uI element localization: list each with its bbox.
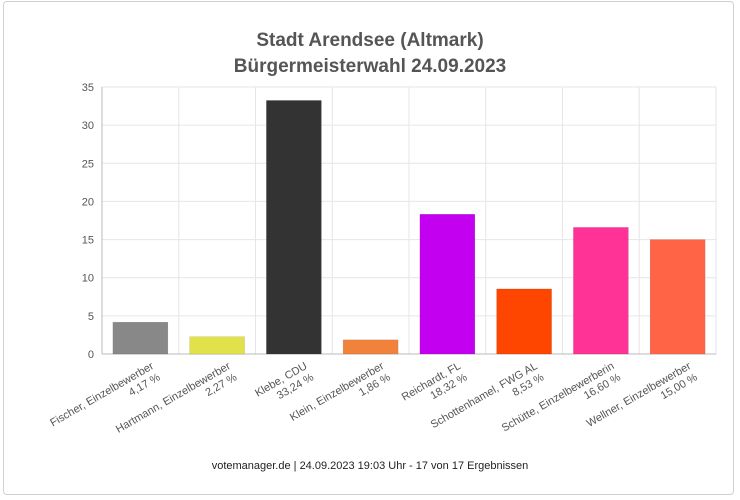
chart-footer: votemanager.de | 24.09.2023 19:03 Uhr - … — [211, 460, 529, 472]
y-tick-label: 25 — [82, 158, 94, 170]
bar — [189, 336, 245, 355]
bar — [419, 213, 476, 355]
y-tick-label: 15 — [82, 235, 94, 247]
y-tick-label: 35 — [82, 82, 94, 94]
bar — [112, 321, 169, 355]
y-tick-label: 20 — [82, 196, 94, 208]
bar — [573, 227, 629, 355]
bar — [649, 239, 706, 355]
bar — [496, 288, 552, 355]
y-tick-label: 30 — [82, 120, 94, 132]
y-tick-label: 10 — [82, 273, 94, 285]
bar — [266, 100, 322, 355]
x-tick-label: Fischer, Einzelbewerber4,17 % — [48, 360, 162, 441]
bar — [342, 339, 399, 355]
y-tick-label: 0 — [88, 349, 94, 361]
chart-title: Stadt Arendsee (Altmark) — [256, 30, 484, 51]
chart-subtitle: Bürgermeisterwahl 24.09.2023 — [233, 56, 507, 77]
y-tick-label: 5 — [88, 311, 94, 323]
